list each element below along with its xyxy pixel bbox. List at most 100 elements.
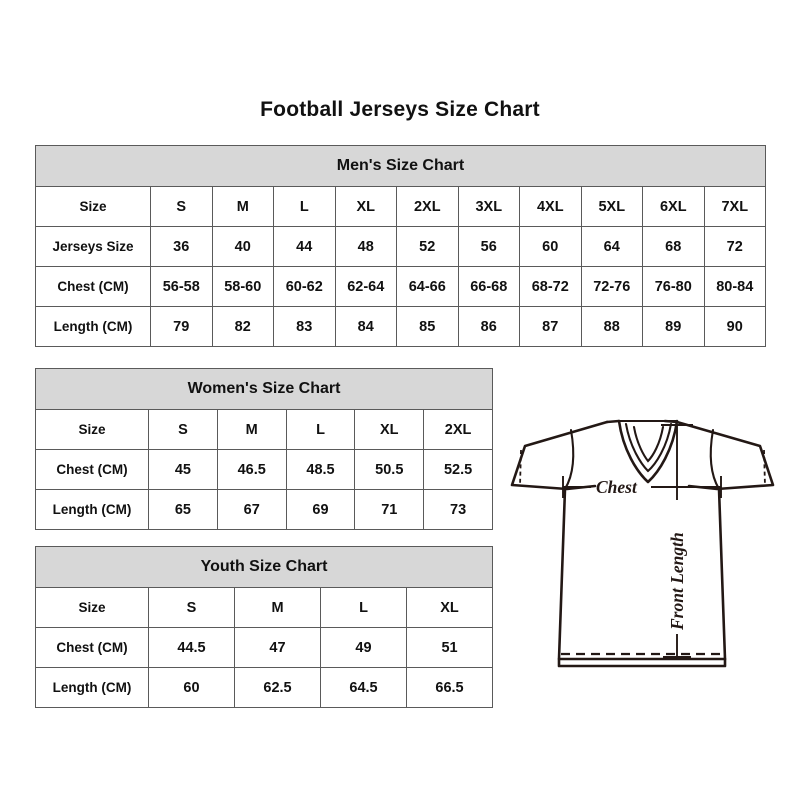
- row-label-length-cm: Length (CM): [35, 489, 149, 530]
- body-outline: [557, 419, 727, 661]
- cell: 82: [211, 306, 274, 347]
- neckline-outer: [617, 419, 679, 484]
- mens-chart-caption: Men's Size Chart: [35, 145, 766, 187]
- cell: 72-76: [580, 266, 643, 307]
- cell: 64.5: [320, 667, 407, 708]
- row-label-jerseys-size: Jerseys Size: [35, 226, 151, 267]
- row-label-chest-cm: Chest (CM): [35, 266, 151, 307]
- cell: 79: [150, 306, 213, 347]
- table-row: Chest (CM) 45 46.5 48.5 50.5 52.5: [35, 449, 494, 490]
- body-side-seams: [557, 657, 727, 668]
- youth-chart-caption: Youth Size Chart: [34, 546, 494, 588]
- table-row: Jerseys Size 36 40 44 48 52 56 60 64 68 …: [35, 226, 766, 267]
- cell: 52: [396, 226, 459, 267]
- cell: 66-68: [457, 266, 520, 307]
- column-header-4xl: 4XL: [519, 186, 582, 227]
- cell: 72: [703, 226, 766, 267]
- column-header-xl: XL: [334, 186, 397, 227]
- column-header-m: M: [234, 587, 321, 628]
- youth-size-chart-table: Youth Size Chart Size S M L XL Chest (CM…: [34, 546, 494, 708]
- column-header-size: Size: [35, 186, 151, 227]
- left-cuff-stitch: [519, 449, 522, 487]
- cell: 80-84: [703, 266, 766, 307]
- chest-label: Chest: [596, 477, 638, 497]
- column-header-2xl: 2XL: [423, 409, 494, 450]
- neckline-inner: [632, 425, 665, 463]
- cell: 60: [519, 226, 582, 267]
- row-label-length-cm: Length (CM): [35, 667, 149, 708]
- left-sleeve-seam: [563, 428, 575, 491]
- cell: 68: [642, 226, 705, 267]
- column-header-xl: XL: [354, 409, 425, 450]
- cell: 68-72: [519, 266, 582, 307]
- cell: 51: [405, 627, 494, 668]
- column-header-size: Size: [35, 409, 149, 450]
- column-header-5xl: 5XL: [580, 186, 643, 227]
- cell: 49: [320, 627, 407, 668]
- table-row: Length (CM) 79 82 83 84 85 86 87 88 89 9…: [35, 306, 766, 347]
- cell: 66.5: [405, 667, 494, 708]
- column-header-m: M: [216, 409, 287, 450]
- cell: 40: [211, 226, 274, 267]
- cell: 64: [580, 226, 643, 267]
- right-sleeve-seam: [709, 428, 721, 491]
- cell: 65: [148, 489, 218, 530]
- cell: 67: [216, 489, 287, 530]
- cell: 36: [150, 226, 213, 267]
- column-header-l: L: [273, 186, 336, 227]
- table-caption-row: Men's Size Chart: [35, 145, 766, 187]
- cell: 46.5: [216, 449, 287, 490]
- cell: 48.5: [285, 449, 356, 490]
- table-row: Length (CM) 60 62.5 64.5 66.5: [35, 667, 494, 708]
- cell: 60: [148, 667, 235, 708]
- row-label-chest-cm: Chest (CM): [35, 449, 149, 490]
- column-header-l: L: [285, 409, 356, 450]
- right-cuff-stitch: [763, 449, 766, 487]
- table-header-row: Size S M L XL 2XL: [35, 409, 494, 450]
- column-header-s: S: [148, 587, 235, 628]
- cell: 71: [354, 489, 425, 530]
- table-row: Chest (CM) 44.5 47 49 51: [35, 627, 494, 668]
- neckline-middle: [624, 422, 673, 473]
- row-label-length-cm: Length (CM): [35, 306, 151, 347]
- cell: 73: [423, 489, 494, 530]
- cell: 89: [642, 306, 705, 347]
- cell: 88: [580, 306, 643, 347]
- column-header-s: S: [150, 186, 213, 227]
- column-header-2xl: 2XL: [396, 186, 459, 227]
- cell: 44: [273, 226, 336, 267]
- womens-chart-caption: Women's Size Chart: [34, 368, 494, 410]
- right-sleeve-outline: [675, 420, 775, 491]
- cell: 90: [703, 306, 766, 347]
- column-header-7xl: 7XL: [703, 186, 766, 227]
- cell: 50.5: [354, 449, 425, 490]
- cell: 48: [334, 226, 397, 267]
- cell: 58-60: [211, 266, 274, 307]
- cell: 47: [234, 627, 321, 668]
- table-row: Chest (CM) 56-58 58-60 60-62 62-64 64-66…: [35, 266, 766, 307]
- cell: 56-58: [150, 266, 213, 307]
- column-header-s: S: [148, 409, 218, 450]
- mens-size-chart-table: Men's Size Chart Size S M L XL 2XL 3XL 4…: [35, 145, 766, 347]
- row-label-chest-cm: Chest (CM): [35, 627, 149, 668]
- cell: 52.5: [423, 449, 494, 490]
- cell: 86: [457, 306, 520, 347]
- column-header-6xl: 6XL: [642, 186, 705, 227]
- column-header-m: M: [211, 186, 274, 227]
- cell: 76-80: [642, 266, 705, 307]
- cell: 45: [148, 449, 218, 490]
- jersey-measurement-diagram: Chest Front Length: [495, 398, 790, 688]
- table-row: Length (CM) 65 67 69 71 73: [35, 489, 494, 530]
- page-title: Football Jerseys Size Chart: [260, 98, 540, 121]
- column-header-xl: XL: [405, 587, 494, 628]
- front-length-label: Front Length: [667, 532, 687, 631]
- cell: 83: [273, 306, 336, 347]
- cell: 56: [457, 226, 520, 267]
- cell: 62.5: [234, 667, 321, 708]
- cell: 87: [519, 306, 582, 347]
- left-sleeve-outline: [510, 420, 609, 491]
- table-header-row: Size S M L XL 2XL 3XL 4XL 5XL 6XL 7XL: [35, 186, 766, 227]
- cell: 64-66: [396, 266, 459, 307]
- table-header-row: Size S M L XL: [35, 587, 494, 628]
- cell: 60-62: [273, 266, 336, 307]
